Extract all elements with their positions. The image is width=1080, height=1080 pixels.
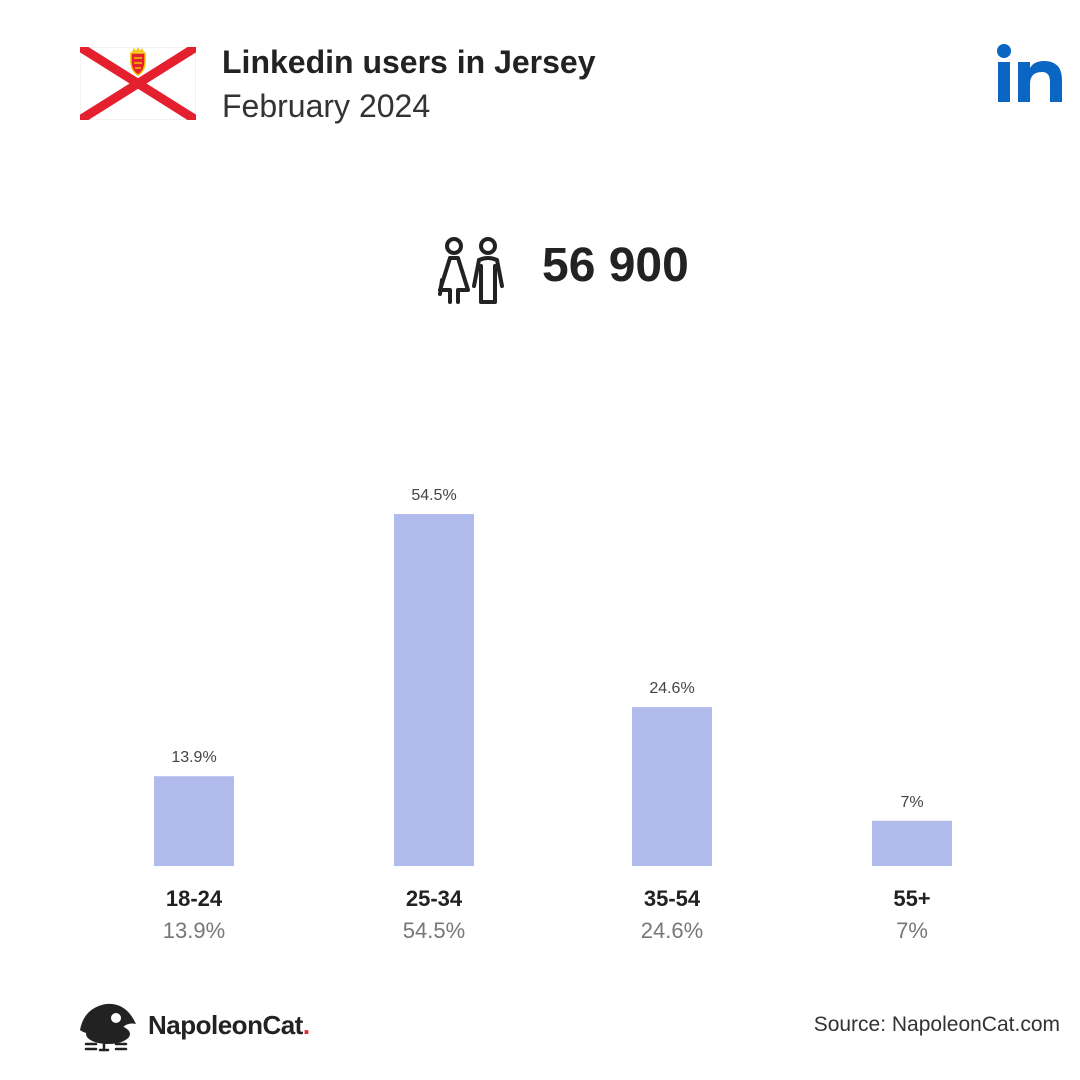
- category-percent-label: 7%: [896, 918, 928, 943]
- people-icon: [438, 237, 504, 304]
- data-label: 7%: [900, 794, 923, 811]
- jersey-flag-icon: [80, 47, 196, 120]
- page-subtitle: February 2024: [222, 88, 431, 124]
- category-label: 55+: [893, 886, 930, 911]
- bar-25-34: [394, 514, 474, 866]
- category-label: 35-54: [644, 886, 701, 911]
- bar-35-54: [632, 707, 712, 866]
- brand-dot: .: [302, 1010, 310, 1040]
- data-label: 13.9%: [171, 749, 216, 766]
- category-label: 18-24: [166, 886, 223, 911]
- total-users-value: 56 900: [542, 239, 689, 292]
- linkedin-logo-icon: [997, 44, 1062, 102]
- age-distribution-chart: 13.9% 18-24 13.9% 54.5% 25-34 54.5% 24.6% 35-54…: [0, 470, 1080, 950]
- header: Linkedin users in Jersey February 2024: [78, 44, 1078, 134]
- brand-name: NapoleonCat.: [148, 1010, 310, 1041]
- bar-55+: [872, 820, 952, 866]
- page-title: Linkedin users in Jersey: [222, 44, 596, 80]
- napoleoncat-logo-icon: [80, 1003, 136, 1052]
- napoleoncat-logo: NapoleonCat.: [78, 1000, 338, 1052]
- bar-chart-svg: 13.9% 18-24 13.9% 54.5% 25-34 54.5% 24.6% 35-54…: [154, 487, 952, 943]
- bar-18-24: [154, 776, 234, 866]
- brand-name-text: NapoleonCat: [148, 1010, 303, 1040]
- category-percent-label: 24.6%: [641, 918, 703, 943]
- category-label: 25-34: [406, 886, 463, 911]
- data-label: 24.6%: [649, 680, 694, 697]
- source-text: Source: NapoleonCat.com: [813, 1013, 1060, 1036]
- category-percent-label: 54.5%: [403, 918, 465, 943]
- data-label: 54.5%: [411, 487, 456, 504]
- category-percent-label: 13.9%: [163, 918, 225, 943]
